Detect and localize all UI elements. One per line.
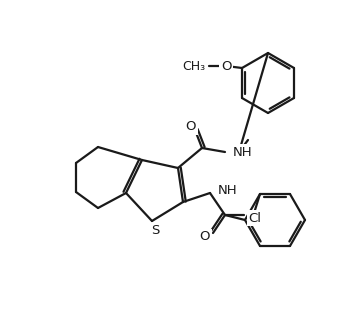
Text: O: O [186, 121, 196, 134]
Text: NH: NH [233, 145, 252, 158]
Text: O: O [200, 231, 210, 243]
Text: S: S [151, 224, 159, 237]
Text: NH: NH [218, 184, 238, 197]
Text: O: O [221, 60, 231, 73]
Text: Cl: Cl [248, 211, 262, 224]
Text: CH₃: CH₃ [182, 60, 205, 73]
